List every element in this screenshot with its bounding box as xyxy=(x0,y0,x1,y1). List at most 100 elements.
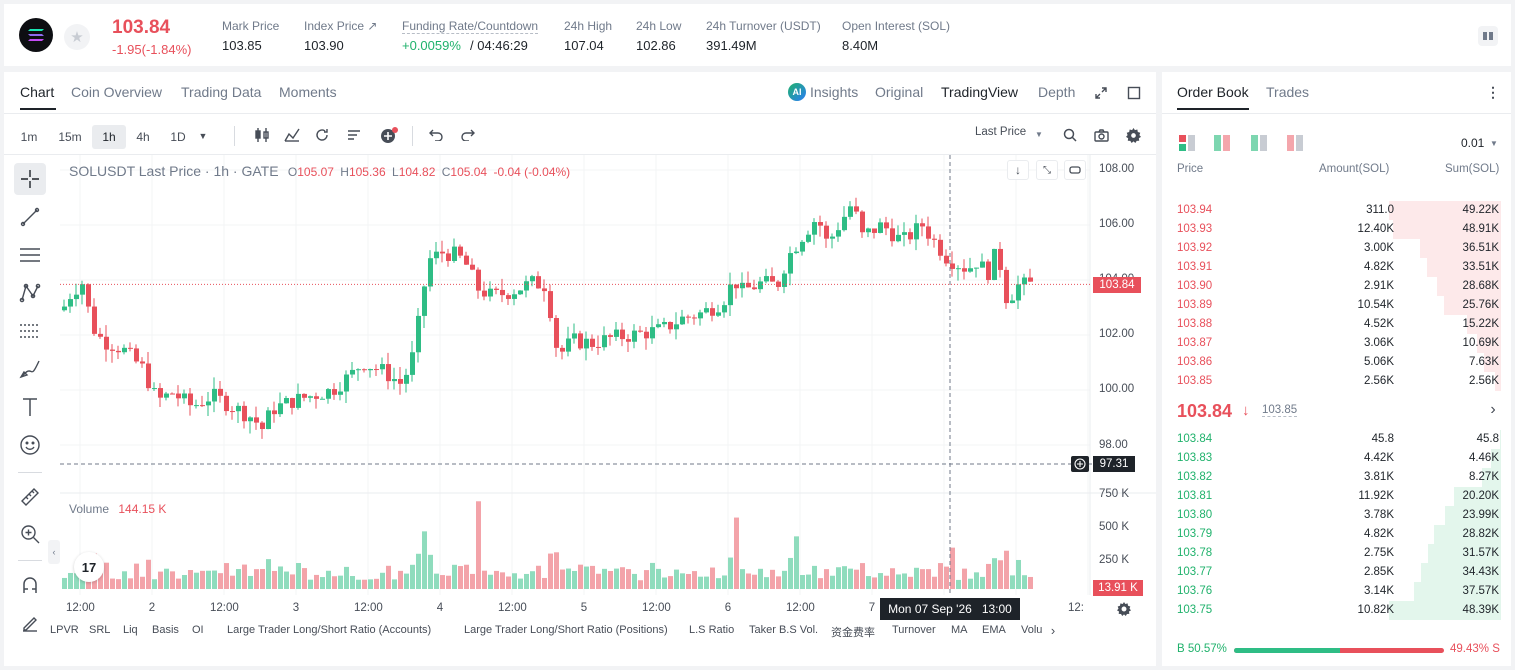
trend-line-tool-icon[interactable] xyxy=(14,201,46,233)
funding-rate-label[interactable]: Funding Rate/Countdown xyxy=(402,19,539,34)
both-sides-view-icon[interactable] xyxy=(1179,135,1195,151)
indicator-tab[interactable]: Turnover xyxy=(892,624,936,636)
indicator-tab[interactable]: MA xyxy=(951,624,968,636)
replay-icon[interactable] xyxy=(312,125,332,145)
candle-style-icon[interactable] xyxy=(252,125,272,145)
ask-row[interactable]: 103.88 4.52K 15.22K xyxy=(1170,315,1505,334)
chevron-right-icon[interactable]: › xyxy=(1050,622,1056,638)
bid-row[interactable]: 103.84 45.8 45.8 xyxy=(1170,430,1505,449)
depth-bar xyxy=(1499,430,1501,449)
add-alert-icon[interactable] xyxy=(378,124,400,146)
timeframe-1h[interactable]: 1h xyxy=(92,125,126,149)
horizontal-lines-tool-icon[interactable] xyxy=(14,239,46,271)
price-chart[interactable] xyxy=(60,155,1156,595)
magnet-tool-icon[interactable] xyxy=(14,569,46,601)
timeframe-4h[interactable]: 4h xyxy=(136,130,150,144)
more-menu-icon[interactable]: ⋮ xyxy=(1486,83,1500,100)
redo-icon[interactable] xyxy=(458,125,478,145)
tab-tradingview[interactable]: TradingView xyxy=(941,84,1019,100)
indicator-tab[interactable]: OI xyxy=(192,624,204,636)
tab-order-book[interactable]: Order Book xyxy=(1177,84,1249,100)
asks-view-icon[interactable] xyxy=(1214,135,1230,151)
indicator-tab[interactable]: LPVR xyxy=(50,624,79,636)
templates-icon[interactable] xyxy=(344,125,364,145)
tab-original[interactable]: Original xyxy=(875,84,924,100)
bid-row[interactable]: 103.79 4.82K 28.82K xyxy=(1170,525,1505,544)
indicator-tab[interactable]: 资金费率 xyxy=(831,627,875,639)
search-icon[interactable] xyxy=(1060,125,1080,145)
favorite-star-icon[interactable]: ★ xyxy=(64,24,90,50)
scroll-down-icon[interactable]: ↓ xyxy=(1007,160,1029,180)
ask-row[interactable]: 103.94 311.0 49.22K xyxy=(1170,201,1505,220)
ask-row[interactable]: 103.87 3.06K 10.69K xyxy=(1170,334,1505,353)
bids-view-icon[interactable] xyxy=(1251,135,1267,151)
book-icon[interactable] xyxy=(1478,26,1498,46)
bid-row[interactable]: 103.75 10.82K 48.39K xyxy=(1170,601,1505,620)
text-tool-icon[interactable] xyxy=(14,391,46,423)
indicator-tab[interactable]: SRL xyxy=(89,624,111,636)
undo-icon[interactable] xyxy=(426,125,446,145)
emoji-tool-icon[interactable] xyxy=(14,429,46,461)
brush-tool-icon[interactable] xyxy=(14,353,46,385)
fib-tool-icon[interactable] xyxy=(14,315,46,347)
asks-only-view-icon[interactable] xyxy=(1287,135,1303,151)
collapse-toolbar-handle[interactable]: ‹ xyxy=(48,540,60,564)
indicator-tab[interactable]: Volu xyxy=(1021,624,1043,636)
tab-trades[interactable]: Trades xyxy=(1266,84,1310,100)
expand-icon[interactable] xyxy=(1092,84,1110,102)
ask-row[interactable]: 103.92 3.00K 36.51K xyxy=(1170,239,1505,258)
timeframe-15m[interactable]: 15m xyxy=(58,130,82,144)
bid-row[interactable]: 103.77 2.85K 34.43K xyxy=(1170,563,1505,582)
reset-view-icon[interactable] xyxy=(1064,160,1086,180)
bid-row[interactable]: 103.76 3.14K 37.57K xyxy=(1170,582,1505,601)
precision-caret-icon[interactable]: ▼ xyxy=(1490,138,1498,148)
ruler-tool-icon[interactable] xyxy=(14,481,46,513)
crosshair-add-icon[interactable] xyxy=(1071,456,1089,472)
bid-row[interactable]: 103.83 4.42K 4.46K xyxy=(1170,449,1505,468)
indicators-icon[interactable] xyxy=(282,125,302,145)
ask-row[interactable]: 103.91 4.82K 33.51K xyxy=(1170,258,1505,277)
ask-row[interactable]: 103.93 12.40K 48.91K xyxy=(1170,220,1505,239)
insights-ai-icon[interactable]: AI xyxy=(788,83,806,101)
price-source-select[interactable]: Last Price xyxy=(975,126,1027,138)
tab-trading-data[interactable]: Trading Data xyxy=(181,84,262,100)
tab-chart[interactable]: Chart xyxy=(20,84,55,100)
tab-coin-overview[interactable]: Coin Overview xyxy=(71,84,163,100)
bid-row[interactable]: 103.81 11.92K 20.20K xyxy=(1170,487,1505,506)
collapse-icon[interactable]: ⤡ xyxy=(1036,160,1058,180)
bid-row[interactable]: 103.78 2.75K 31.57K xyxy=(1170,544,1505,563)
volume-bar xyxy=(146,559,151,589)
price-source-caret-icon[interactable]: ▼ xyxy=(1035,129,1043,139)
ask-row[interactable]: 103.85 2.56K 2.56K xyxy=(1170,372,1505,391)
indicator-tab[interactable]: Large Trader Long/Short Ratio (Positions… xyxy=(464,624,668,636)
timeframe-1d[interactable]: 1D xyxy=(170,130,186,144)
indicator-tab[interactable]: Basis xyxy=(152,624,179,636)
indicator-tab[interactable]: Taker B.S Vol. xyxy=(749,624,819,636)
timeframe-dropdown-caret-icon[interactable]: ▼ xyxy=(198,131,208,141)
pattern-tool-icon[interactable] xyxy=(14,277,46,309)
indicator-tab[interactable]: Large Trader Long/Short Ratio (Accounts) xyxy=(227,624,432,636)
chevron-right-icon[interactable]: › xyxy=(1490,401,1496,418)
indicator-tab[interactable]: L.S Ratio xyxy=(689,624,735,636)
settings-gear-icon[interactable] xyxy=(1123,125,1143,145)
tab-moments[interactable]: Moments xyxy=(279,84,337,100)
camera-icon[interactable] xyxy=(1091,125,1111,145)
tab-depth[interactable]: Depth xyxy=(1038,84,1076,100)
precision-select[interactable]: 0.01 xyxy=(1461,136,1485,150)
ask-row[interactable]: 103.89 10.54K 25.76K xyxy=(1170,296,1505,315)
lock-pen-tool-icon[interactable] xyxy=(14,606,46,638)
zoom-in-tool-icon[interactable] xyxy=(14,518,46,550)
axis-settings-icon[interactable] xyxy=(1116,601,1132,617)
window-icon[interactable] xyxy=(1125,84,1143,102)
ask-row[interactable]: 103.90 2.91K 28.68K xyxy=(1170,277,1505,296)
index-price-label[interactable]: Index Price ↗ xyxy=(304,19,378,33)
crosshair-tool-icon[interactable] xyxy=(14,163,46,195)
bid-row[interactable]: 103.82 3.81K 8.27K xyxy=(1170,468,1505,487)
indicator-tab[interactable]: Liq xyxy=(123,624,138,636)
bid-row[interactable]: 103.80 3.78K 23.99K xyxy=(1170,506,1505,525)
indicator-tab[interactable]: EMA xyxy=(982,624,1006,636)
timeframe-1m[interactable]: 1m xyxy=(20,130,38,144)
ask-row[interactable]: 103.86 5.06K 7.63K xyxy=(1170,353,1505,372)
tab-insights[interactable]: Insights xyxy=(810,84,859,100)
ob-mark-price[interactable]: 103.85 xyxy=(1262,404,1298,417)
